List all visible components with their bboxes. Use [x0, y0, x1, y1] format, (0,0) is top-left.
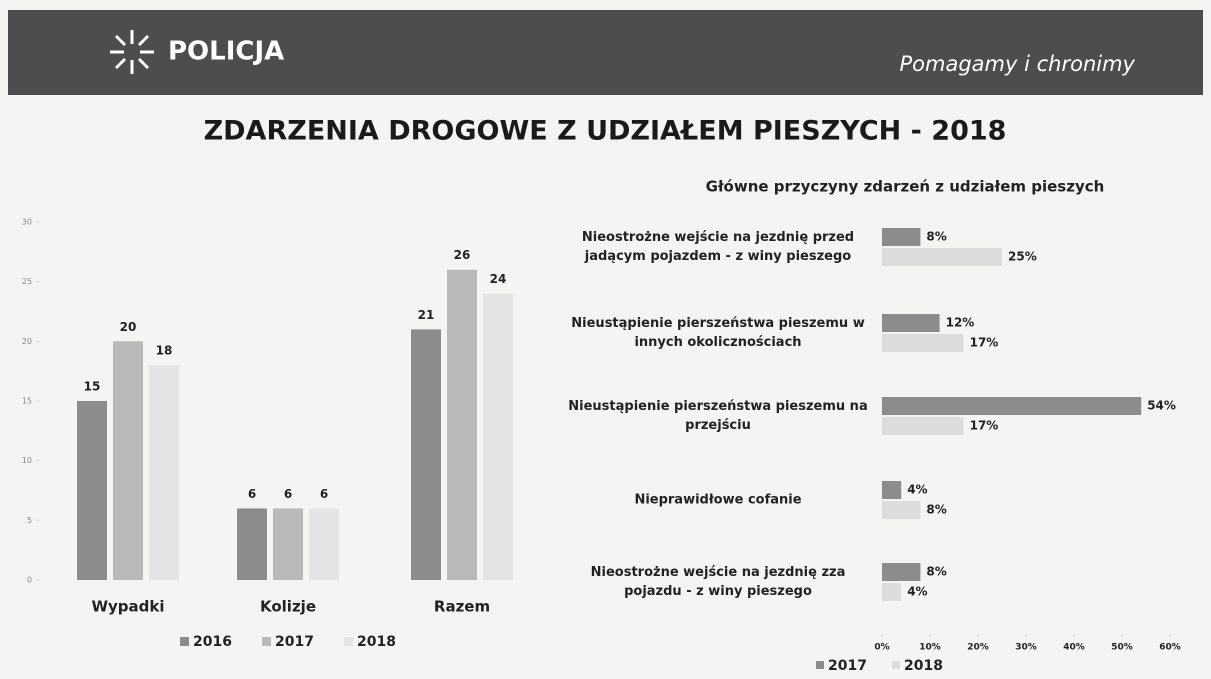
bar: [882, 397, 1142, 415]
y-tick-label: Nieprawidłowe cofanie: [634, 492, 802, 508]
data-label: 8%: [926, 230, 946, 244]
y-tick-label: 25: [22, 277, 32, 286]
y-tick-label: Nieustąpienie pierszeństwa pieszemu na p…: [568, 399, 868, 433]
bar: [411, 329, 441, 580]
data-label: 4%: [907, 483, 927, 497]
bar: [882, 228, 921, 246]
data-label: 6: [284, 487, 292, 501]
bar: [237, 508, 267, 580]
data-label: 6: [248, 487, 256, 501]
data-label: 8%: [926, 565, 946, 579]
bar: [882, 501, 921, 519]
y-tick-label: 30: [22, 218, 32, 227]
bar: [882, 583, 902, 601]
legend-label: 2016: [193, 634, 232, 650]
bar: [77, 401, 107, 580]
legend-label: 2017: [275, 634, 314, 650]
legend-swatch: [892, 661, 900, 669]
x-tick-label: 50%: [1111, 643, 1133, 653]
y-tick-label: 0: [27, 576, 32, 585]
legend-swatch: [262, 637, 271, 646]
data-label: 4%: [907, 585, 927, 599]
x-tick-label: Razem: [434, 598, 490, 616]
data-label: 21: [418, 308, 435, 322]
header-bar: [8, 10, 1203, 95]
data-label: 17%: [970, 419, 999, 433]
x-tick-label: 60%: [1159, 643, 1181, 653]
x-tick-label: 40%: [1063, 643, 1085, 653]
data-label: 12%: [946, 316, 975, 330]
legend-label: 2017: [828, 658, 867, 674]
legend-label: 2018: [904, 658, 943, 674]
y-tick-label: 15: [22, 397, 32, 406]
bar: [882, 417, 964, 435]
data-label: 17%: [970, 336, 999, 350]
y-tick-label: Nieustąpienie pierszeństwa pieszemu w in…: [571, 316, 865, 350]
y-tick-label: 20: [22, 337, 32, 346]
bar: [149, 365, 179, 580]
slide-title: ZDARZENIA DROGOWE Z UDZIAŁEM PIESZYCH - …: [204, 116, 1007, 147]
legend-swatch: [344, 637, 353, 646]
chart-title: Główne przyczyny zdarzeń z udziałem pies…: [706, 178, 1105, 196]
bar: [882, 314, 940, 332]
data-label: 6: [320, 487, 328, 501]
x-tick-label: 10%: [919, 643, 941, 653]
legend-swatch: [180, 637, 189, 646]
data-label: 15: [84, 380, 101, 394]
slogan: Pomagamy i chronimy: [900, 52, 1136, 76]
bar: [882, 563, 921, 581]
bar: [309, 508, 339, 580]
bar: [882, 481, 902, 499]
bar: [882, 248, 1002, 266]
data-label: 24: [490, 272, 507, 286]
x-tick-label: Kolizje: [260, 598, 316, 616]
y-tick-label: Nieostrożne wejście na jezdnię przed jad…: [581, 230, 855, 264]
data-label: 18: [156, 344, 173, 358]
legend-swatch: [816, 661, 824, 669]
y-tick-label: 10: [22, 456, 32, 465]
bar: [113, 341, 143, 580]
bar: [882, 334, 964, 352]
data-label: 8%: [926, 503, 946, 517]
data-label: 25%: [1008, 250, 1037, 264]
x-tick-label: 0%: [874, 643, 889, 653]
x-tick-label: Wypadki: [91, 598, 164, 616]
y-tick-label: Nieostrożne wejście na jezdnię zza pojaz…: [590, 565, 846, 599]
x-tick-label: 20%: [967, 643, 989, 653]
bar: [483, 293, 513, 580]
data-label: 20: [120, 320, 137, 334]
bar: [447, 269, 477, 580]
x-tick-label: 30%: [1015, 643, 1037, 653]
legend-label: 2018: [357, 634, 396, 650]
data-label: 26: [454, 248, 471, 262]
data-label: 54%: [1147, 399, 1176, 413]
logo-icon: [110, 30, 154, 74]
y-tick-label: 5: [27, 516, 32, 525]
bar: [273, 508, 303, 580]
logo-text: POLICJA: [168, 37, 284, 67]
